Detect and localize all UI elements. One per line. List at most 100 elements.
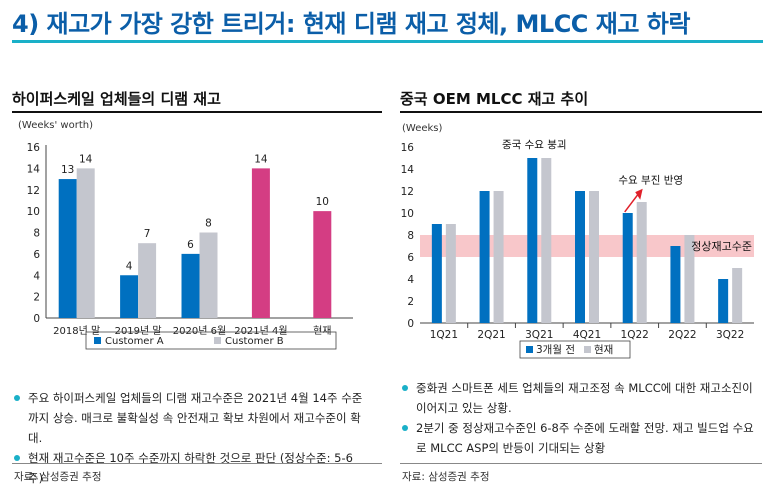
- bar-current: [445, 224, 456, 323]
- x-tick-label: 2021년 4월: [234, 325, 287, 337]
- bar-three-months-ago: [479, 191, 490, 323]
- annotation-arrow-head-icon: [635, 188, 643, 200]
- x-tick-label: 2020년 6월: [173, 325, 226, 337]
- bar-highlight: [313, 211, 332, 318]
- legend-label: Customer A: [105, 336, 164, 347]
- bullet-dot-icon: [402, 425, 408, 431]
- bar-current: [589, 191, 599, 323]
- bar-three-months-ago: [718, 279, 729, 323]
- right-source: 자료: 삼성증권 추정: [402, 471, 490, 483]
- bar-current: [541, 158, 552, 323]
- data-label: 7: [144, 228, 151, 240]
- legend-label: Customer B: [225, 336, 284, 347]
- x-tick-label: 4Q21: [573, 329, 601, 341]
- legend-swatch: [584, 346, 591, 353]
- bar-three-months-ago: [575, 191, 585, 323]
- annotation-weak-demand: 수요 부진 반영: [618, 174, 683, 186]
- x-tick-label: 3Q21: [525, 329, 553, 341]
- x-tick-label: 1Q22: [621, 329, 649, 341]
- y-tick-label: 14: [401, 164, 415, 176]
- y-tick-label: 16: [401, 142, 415, 154]
- right-bullets: 중화권 스마트폰 세트 업체들의 재고조정 속 MLCC에 대한 재고소진이 이…: [402, 378, 757, 458]
- right-title-divider: [400, 111, 762, 113]
- legend-box: [85, 331, 337, 350]
- x-tick-label: 2018년 말: [53, 325, 100, 337]
- left-bullet-2: 현재 재고수준은 10주 수준까지 하락한 것으로 판단 (정상수준: 5-6주…: [14, 448, 364, 488]
- y-tick-label: 6: [407, 252, 414, 264]
- y-tick-label: 0: [407, 318, 414, 330]
- left-title-divider: [12, 111, 382, 113]
- mlcc-inventory-chart: (Weeks) 0 2 4 6 8 10 12 14 16 1Q21 2Q21 3Q21 4Q21 1Q22…: [401, 123, 754, 359]
- y-unit-label: (Weeks' worth): [18, 120, 93, 131]
- left-bullets: 주요 하이퍼스케일 업체들의 디램 재고수준은 2021년 4월 14주 수준까…: [14, 388, 364, 488]
- right-bullet-2-text: 2분기 중 정상재고수준인 6-8주 수준에 도래할 전망. 재고 빌드업 수요…: [416, 421, 754, 455]
- data-label: 6: [187, 239, 194, 251]
- legend-label: 현재: [594, 344, 613, 356]
- dram-inventory-chart: (Weeks' worth) 0 2 4 6 8 10 12 14 16 13 14 2018년 말 4 7…: [18, 120, 353, 350]
- band-label: 정상재고수준: [691, 240, 752, 253]
- left-source: 자료: 삼성증권 추정: [14, 471, 102, 483]
- y-tick-label: 6: [33, 249, 40, 261]
- bar-three-months-ago: [622, 213, 633, 323]
- bar-three-months-ago: [670, 246, 681, 323]
- annotation-arrow-shaft: [624, 191, 641, 213]
- bar-customer-b: [76, 168, 95, 318]
- left-footer-divider: [12, 463, 382, 464]
- left-bullet-1: 주요 하이퍼스케일 업체들의 디램 재고수준은 2021년 4월 14주 수준까…: [14, 388, 364, 448]
- right-footer-divider: [400, 463, 762, 464]
- right-bullet-1: 중화권 스마트폰 세트 업체들의 재고조정 속 MLCC에 대한 재고소진이 이…: [402, 378, 757, 418]
- x-tick-label: 2019년 말: [115, 325, 162, 337]
- bar-customer-a: [58, 179, 77, 318]
- y-tick-label: 4: [33, 270, 40, 282]
- data-label: 14: [79, 153, 93, 165]
- y-tick-label: 10: [27, 206, 40, 218]
- page-title: 4) 재고가 가장 강한 트리거: 현재 디램 재고 정체, MLCC 재고 하…: [12, 10, 690, 38]
- title-divider: [12, 40, 763, 43]
- x-tick-label: 3Q22: [716, 329, 744, 341]
- bar-customer-b: [199, 232, 218, 318]
- x-tick-label: 2Q21: [477, 329, 505, 341]
- left-chart-title: 하이퍼스케일 업체들의 디램 재고: [12, 90, 221, 108]
- right-bullet-2: 2분기 중 정상재고수준인 6-8주 수준에 도래할 전망. 재고 빌드업 수요…: [402, 418, 757, 458]
- bar-customer-a: [120, 275, 139, 318]
- y-tick-label: 8: [407, 230, 414, 242]
- y-unit-label: (Weeks): [402, 123, 443, 134]
- right-chart-title: 중국 OEM MLCC 재고 추이: [400, 90, 589, 108]
- x-tick-label: 2Q22: [668, 329, 696, 341]
- bar-current: [732, 268, 743, 323]
- bar-customer-b: [138, 243, 157, 318]
- bar-current: [493, 191, 504, 323]
- bar-current: [684, 235, 695, 323]
- data-label: 4: [126, 260, 133, 272]
- x-tick-label: 1Q21: [430, 329, 458, 341]
- y-tick-label: 8: [33, 228, 40, 240]
- bar-three-months-ago: [527, 158, 538, 323]
- right-bullet-1-text: 중화권 스마트폰 세트 업체들의 재고조정 속 MLCC에 대한 재고소진이 이…: [416, 381, 753, 415]
- data-label: 13: [61, 164, 74, 176]
- y-tick-label: 2: [33, 292, 40, 304]
- y-tick-label: 0: [33, 313, 40, 325]
- annotation-demand-collapse: 중국 수요 붕괴: [502, 139, 567, 151]
- y-tick-label: 12: [27, 185, 40, 197]
- legend-label: 3개월 전: [536, 344, 575, 356]
- bullet-dot-icon: [14, 455, 20, 461]
- bullet-dot-icon: [402, 385, 408, 391]
- x-tick-label: 현재: [313, 325, 331, 337]
- y-tick-label: 12: [401, 186, 414, 198]
- bar-customer-a: [181, 253, 200, 318]
- y-tick-label: 14: [27, 163, 41, 175]
- bullet-dot-icon: [14, 395, 20, 401]
- legend-swatch: [214, 337, 221, 344]
- legend-swatch: [94, 337, 101, 344]
- left-bullet-2-text: 현재 재고수준은 10주 수준까지 하락한 것으로 판단 (정상수준: 5-6주…: [28, 451, 353, 485]
- y-tick-label: 10: [401, 208, 414, 220]
- y-tick-label: 2: [407, 296, 414, 308]
- bar-current: [636, 202, 647, 323]
- data-label: 14: [254, 153, 268, 165]
- bar-highlight: [251, 168, 270, 318]
- legend-box: [519, 340, 631, 359]
- y-tick-label: 16: [27, 142, 41, 154]
- bar-three-months-ago: [431, 224, 442, 323]
- y-tick-label: 4: [407, 274, 414, 286]
- left-bullet-1-text: 주요 하이퍼스케일 업체들의 디램 재고수준은 2021년 4월 14주 수준까…: [28, 391, 363, 445]
